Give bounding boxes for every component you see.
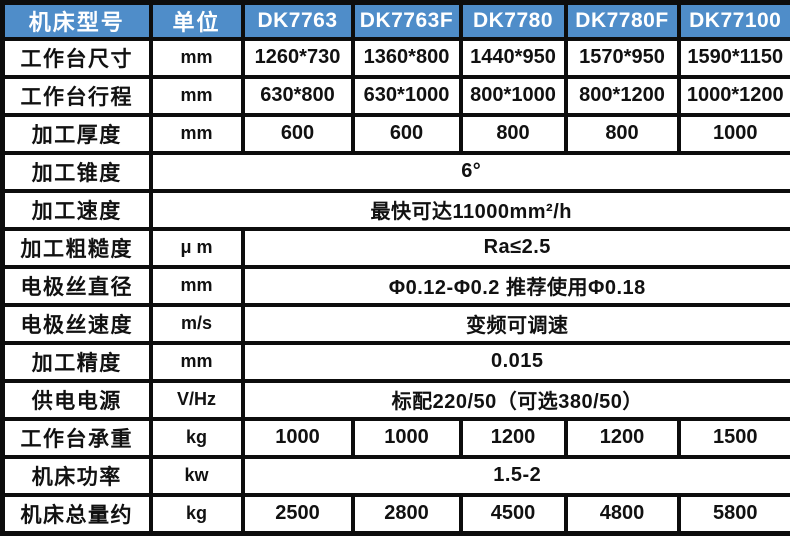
header-model-label: 机床型号 — [0, 0, 153, 41]
header-row: 机床型号 单位 DK7763 DK7763F DK7780 DK7780F DK… — [0, 0, 790, 41]
spec-value: 800 — [458, 112, 568, 155]
spec-value: 800*1000 — [458, 74, 568, 117]
spec-value: 4500 — [458, 492, 568, 536]
spec-value: 800*1200 — [563, 74, 681, 117]
row-unit: mm — [148, 37, 245, 79]
row-unit: μ m — [148, 226, 245, 269]
spec-value: 1570*950 — [563, 37, 681, 79]
spec-value-merged: 1.5-2 — [240, 454, 790, 497]
table-row: 加工锥度 6° — [0, 150, 790, 193]
row-unit: V/Hz — [148, 378, 245, 421]
spec-value-merged: 标配220/50（可选380/50） — [240, 378, 790, 421]
row-unit: mm — [148, 264, 245, 307]
header-model-dk7780f: DK7780F — [563, 0, 681, 41]
table-row: 加工速度 最快可达11000mm²/h — [0, 188, 790, 231]
spec-value: 2800 — [350, 492, 463, 536]
spec-value-merged: Ra≤2.5 — [240, 226, 790, 269]
spec-value: 1000*1200 — [676, 74, 790, 117]
spec-value: 1000 — [240, 416, 355, 459]
row-label: 电极丝速度 — [0, 302, 153, 345]
row-label: 工作台尺寸 — [0, 37, 153, 79]
header-model-dk7780: DK7780 — [458, 0, 568, 41]
spec-value: 4800 — [563, 492, 681, 536]
row-unit: mm — [148, 112, 245, 155]
spec-value-merged: 变频可调速 — [240, 302, 790, 345]
table-row: 工作台尺寸 mm 1260*730 1360*800 1440*950 1570*950 1… — [0, 37, 790, 79]
spec-value: 800 — [563, 112, 681, 155]
header-model-dk7763: DK7763 — [240, 0, 355, 41]
row-unit: mm — [148, 74, 245, 117]
spec-value: 600 — [350, 112, 463, 155]
spec-value: 1200 — [458, 416, 568, 459]
spec-value: 1000 — [350, 416, 463, 459]
spec-value: 1260*730 — [240, 37, 355, 79]
spec-value: 2500 — [240, 492, 355, 536]
spec-value: 630*1000 — [350, 74, 463, 117]
row-label: 电极丝直径 — [0, 264, 153, 307]
table-row: 机床总量约 kg 2500 2800 4500 4800 5800 — [0, 492, 790, 536]
spec-value: 1590*1150 — [676, 37, 790, 79]
table-row: 机床功率 kw 1.5-2 — [0, 454, 790, 497]
table-row: 供电电源 V/Hz 标配220/50（可选380/50） — [0, 378, 790, 421]
table-row: 加工精度 mm 0.015 — [0, 340, 790, 383]
spec-value: 1360*800 — [350, 37, 463, 79]
spec-value-merged: Φ0.12-Φ0.2 推荐使用Φ0.18 — [240, 264, 790, 307]
spec-value: 1000 — [676, 112, 790, 155]
row-label: 机床总量约 — [0, 492, 153, 536]
header-model-dk7763f: DK7763F — [350, 0, 463, 41]
row-unit: kw — [148, 454, 245, 497]
spec-value: 1200 — [563, 416, 681, 459]
spec-value-merged: 6° — [148, 150, 790, 193]
row-label: 供电电源 — [0, 378, 153, 421]
table-row: 加工厚度 mm 600 600 800 800 1000 — [0, 112, 790, 155]
header-unit-label: 单位 — [148, 0, 245, 41]
spec-value-merged: 0.015 — [240, 340, 790, 383]
table-body: 工作台尺寸 mm 1260*730 1360*800 1440*950 1570*950 1… — [0, 37, 790, 536]
row-unit: kg — [148, 416, 245, 459]
spec-value: 1440*950 — [458, 37, 568, 79]
table-row: 电极丝速度 m/s 变频可调速 — [0, 302, 790, 345]
row-unit: mm — [148, 340, 245, 383]
spec-value: 630*800 — [240, 74, 355, 117]
row-label: 加工粗糙度 — [0, 226, 153, 269]
spec-value-merged: 最快可达11000mm²/h — [148, 188, 790, 231]
table-row: 加工粗糙度 μ m Ra≤2.5 — [0, 226, 790, 269]
table-row: 电极丝直径 mm Φ0.12-Φ0.2 推荐使用Φ0.18 — [0, 264, 790, 307]
table-row: 工作台行程 mm 630*800 630*1000 800*1000 800*1200 10… — [0, 74, 790, 117]
row-label: 工作台行程 — [0, 74, 153, 117]
row-label: 加工精度 — [0, 340, 153, 383]
row-label: 加工厚度 — [0, 112, 153, 155]
row-label: 工作台承重 — [0, 416, 153, 459]
spec-value: 1500 — [676, 416, 790, 459]
spec-value: 600 — [240, 112, 355, 155]
spec-value: 5800 — [676, 492, 790, 536]
header-model-dk77100: DK77100 — [676, 0, 790, 41]
row-unit: kg — [148, 492, 245, 536]
row-label: 机床功率 — [0, 454, 153, 497]
row-unit: m/s — [148, 302, 245, 345]
row-label: 加工锥度 — [0, 150, 153, 193]
row-label: 加工速度 — [0, 188, 153, 231]
table-row: 工作台承重 kg 1000 1000 1200 1200 1500 — [0, 416, 790, 459]
